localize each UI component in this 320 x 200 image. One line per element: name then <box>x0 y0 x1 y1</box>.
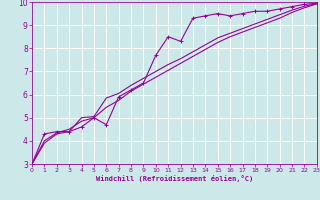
X-axis label: Windchill (Refroidissement éolien,°C): Windchill (Refroidissement éolien,°C) <box>96 175 253 182</box>
